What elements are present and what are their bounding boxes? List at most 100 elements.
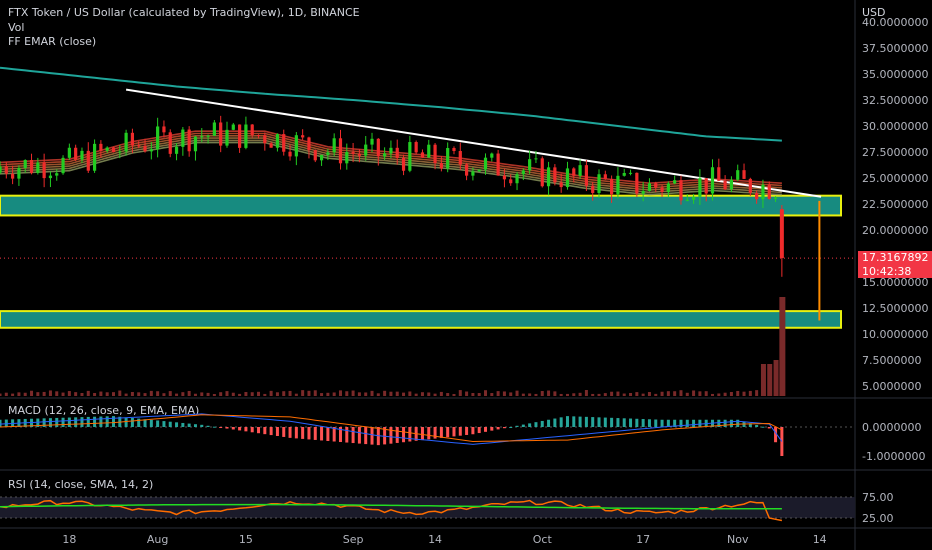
candle-body <box>414 142 418 153</box>
candle-body <box>74 147 78 160</box>
candle-body <box>275 134 280 148</box>
volume-bar <box>231 392 235 396</box>
macd-histogram-bar <box>521 424 525 427</box>
volume-bar <box>578 392 582 396</box>
volume-bar <box>149 390 153 396</box>
macd-histogram-bar <box>370 427 374 445</box>
candle-body <box>729 179 734 190</box>
volume-bar <box>490 393 494 396</box>
macd-histogram-bar <box>130 417 134 427</box>
candle-body <box>660 187 664 192</box>
volume-bar <box>383 390 387 396</box>
candle-body <box>679 180 683 201</box>
price-tick-label: 25.0000000 <box>862 172 928 185</box>
macd-histogram-bar <box>635 418 639 427</box>
volume-bar <box>326 392 330 396</box>
volume-bar <box>711 393 715 396</box>
candle-body <box>294 135 298 157</box>
macd-histogram-bar <box>149 419 153 427</box>
time-tick-label: Aug <box>147 533 168 546</box>
macd-histogram-bar <box>774 427 778 443</box>
candle-body <box>244 124 248 148</box>
macd-histogram-bar <box>345 427 349 443</box>
volume-bar <box>673 391 677 396</box>
price-tick-label: 20.0000000 <box>862 224 928 237</box>
candle-body <box>439 163 443 169</box>
signal-line <box>0 414 783 443</box>
candle-body <box>616 175 620 195</box>
candle-body <box>521 170 525 175</box>
volume-bar <box>502 391 506 396</box>
candle-body <box>67 147 71 158</box>
candle-body <box>401 157 406 171</box>
macd-histogram-bar <box>761 426 765 428</box>
candle-body <box>572 168 576 176</box>
ema-ribbon-line <box>0 137 782 191</box>
candle-body <box>452 148 456 152</box>
rsi-tick-label: 75.00 <box>862 491 894 504</box>
macd-histogram-bar <box>137 418 141 427</box>
candle-body <box>546 167 551 187</box>
volume-bar <box>288 390 292 396</box>
macd-histogram-bar <box>591 417 595 427</box>
volume-bar <box>4 392 8 396</box>
candle-body <box>4 166 8 174</box>
volume-bar <box>603 393 607 396</box>
volume-bar <box>654 393 658 396</box>
candle-body <box>477 169 481 172</box>
candle-body <box>319 154 324 161</box>
macd-histogram-bar <box>433 427 437 439</box>
macd-histogram-bar <box>181 422 185 427</box>
candle-body <box>591 185 595 193</box>
volume-bar <box>610 391 614 396</box>
macd-histogram-bar <box>313 427 317 440</box>
macd-histogram-bar <box>654 419 658 427</box>
volume-bar <box>565 393 569 396</box>
candle-body <box>149 149 153 152</box>
macd-histogram-bar <box>212 426 216 428</box>
macd-histogram-bar <box>143 419 147 427</box>
volume-bar <box>105 392 109 396</box>
volume-bar <box>534 393 538 396</box>
candle-body <box>357 153 362 156</box>
volume-bar <box>351 390 355 396</box>
candle-body <box>332 138 336 153</box>
volume-bar <box>471 393 475 396</box>
macd-histogram-bar <box>351 427 355 444</box>
candle-body <box>389 147 393 154</box>
volume-bar <box>338 390 342 396</box>
candle-body <box>206 135 210 137</box>
volume-bar <box>124 393 128 396</box>
volume-bar <box>465 391 469 396</box>
candle-body <box>99 143 103 151</box>
macd-histogram-bar <box>490 427 494 431</box>
candle-body <box>420 152 425 158</box>
candle-body <box>635 172 639 194</box>
candle-body <box>647 183 652 191</box>
macd-histogram-bar <box>55 417 59 427</box>
macd-histogram-bar <box>74 417 78 427</box>
macd-histogram-bar <box>603 417 607 427</box>
macd-histogram-bar <box>200 424 204 427</box>
candle-body <box>200 136 204 138</box>
candle-body <box>111 147 116 153</box>
volume-bar <box>528 393 532 396</box>
macd-histogram-bar <box>767 427 771 429</box>
time-tick-label: Sep <box>343 533 364 546</box>
macd-histogram-bar <box>364 427 368 445</box>
countdown-tag: 10:42:38 <box>858 265 932 278</box>
candle-body <box>212 122 216 136</box>
price-tick-label: 27.5000000 <box>862 146 928 159</box>
candle-body <box>654 183 658 188</box>
candle-body <box>55 173 59 176</box>
candle-body <box>137 145 141 147</box>
candle-body <box>502 175 507 180</box>
candle-body <box>250 124 254 136</box>
candle-body <box>162 126 166 133</box>
macd-histogram-bar <box>111 416 115 427</box>
price-tick-label: 5.0000000 <box>862 380 922 393</box>
candle-body <box>710 167 715 194</box>
candle-body <box>376 138 380 157</box>
macd-histogram-bar <box>4 419 8 427</box>
